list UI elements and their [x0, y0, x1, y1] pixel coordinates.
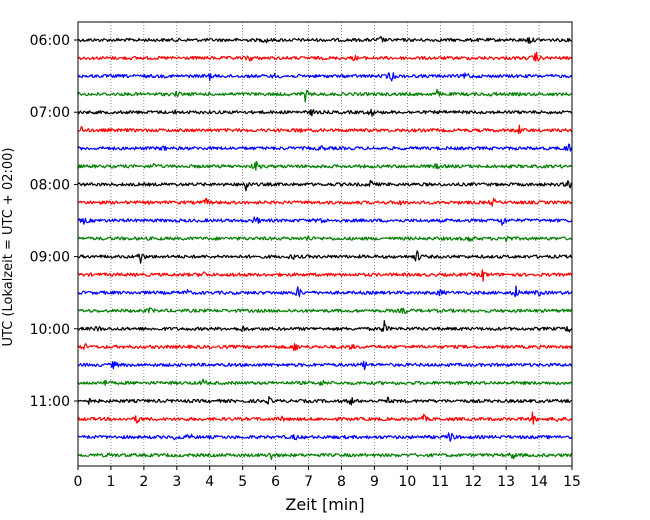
x-tick-label: 7	[304, 474, 313, 490]
y-tick-label: 08:00	[30, 177, 70, 193]
x-tick-label: 3	[172, 474, 181, 490]
x-tick-label: 2	[139, 474, 148, 490]
trace-line	[77, 411, 573, 425]
vertical-grid	[110, 22, 540, 466]
trace-line	[77, 319, 573, 333]
trace-line	[77, 88, 573, 103]
trace-line	[77, 235, 573, 243]
trace-line	[77, 179, 573, 192]
x-tick-label: 4	[205, 474, 214, 490]
x-tick-label: 12	[464, 474, 482, 490]
trace-line	[77, 250, 573, 264]
trace-line	[77, 285, 573, 298]
traces	[77, 35, 573, 461]
x-axis-label: Zeit [min]	[285, 495, 364, 514]
trace-line	[77, 269, 573, 282]
y-tick-label: 09:00	[30, 250, 70, 266]
trace-line	[77, 360, 573, 371]
x-tick-label: 1	[106, 474, 115, 490]
trace-line	[77, 432, 573, 442]
x-tick-label: 0	[74, 474, 83, 490]
x-tick-label: 8	[337, 474, 346, 490]
x-tick-label: 6	[271, 474, 280, 490]
trace-line	[77, 378, 573, 387]
x-tick-label: 13	[497, 474, 515, 490]
trace-line	[77, 216, 573, 226]
trace-line	[77, 51, 573, 62]
x-tick-label: 14	[530, 474, 548, 490]
plot-frame	[77, 21, 573, 467]
x-tick-label: 10	[398, 474, 416, 490]
y-tick-label: 06:00	[30, 33, 70, 49]
x-tick-label: 15	[563, 474, 581, 490]
trace-line	[77, 72, 573, 82]
y-tick-label: 07:00	[30, 105, 70, 121]
trace-line	[77, 343, 573, 352]
trace-line	[77, 35, 573, 45]
x-tick-label: 9	[370, 474, 379, 490]
x-tick-label: 5	[238, 474, 247, 490]
trace-line	[77, 143, 573, 152]
x-axis: 0 1 2 3 4 5 6 7 8 9 10 11 12 13 14 15	[74, 466, 581, 490]
y-axis: 06:00 07:00 08:00 09:00 10:00 11:00	[30, 33, 78, 410]
trace-line	[77, 124, 573, 135]
trace-line	[77, 197, 573, 207]
trace-line	[77, 108, 573, 117]
trace-line	[77, 160, 573, 171]
x-tick-label: 11	[431, 474, 449, 490]
y-tick-label: 11:00	[30, 394, 70, 410]
y-axis-label: UTC (Lokalzeit = UTC + 02:00)	[1, 148, 16, 347]
trace-line	[77, 396, 573, 406]
trace-line	[77, 452, 573, 461]
trace-line	[77, 307, 573, 315]
y-tick-label: 10:00	[30, 322, 70, 338]
